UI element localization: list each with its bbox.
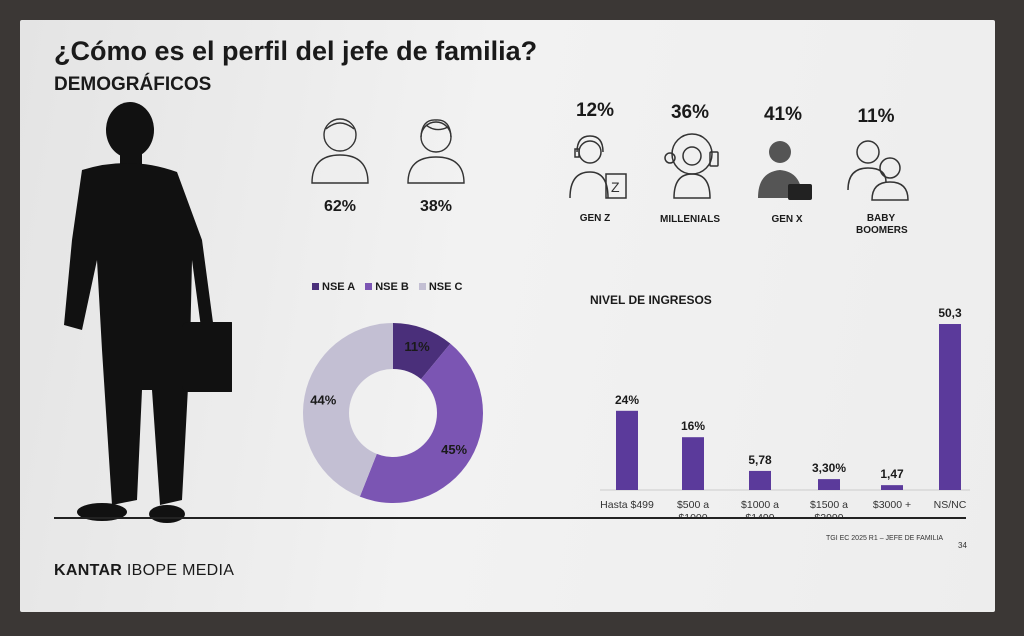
legend-label: NSE A — [322, 281, 356, 293]
female-percent: 38% — [419, 198, 453, 215]
bar-category-label: NS/NC — [934, 499, 967, 511]
source-note: TGI EC 2025 R1 – JEFE DE FAMILIA — [826, 535, 944, 542]
legend-swatch — [365, 283, 373, 290]
legend-label: NSE B — [375, 281, 409, 293]
income-chart-title: NIVEL DE INGRESOS — [590, 293, 712, 307]
bar-category-label: $1000 a — [741, 499, 779, 511]
legend-swatch — [312, 283, 319, 290]
legend-label: NSE C — [428, 281, 463, 293]
legend-item-nse-a: NSE A — [312, 281, 355, 293]
donut-data-label: 44% — [310, 393, 336, 408]
donut-slice-nse-c — [302, 323, 393, 497]
legend-item-nse-b: NSE B — [365, 281, 409, 293]
bar-value-label: 24% — [615, 393, 639, 407]
male-percent: 62% — [323, 198, 357, 215]
donut-slice-nse-a — [393, 323, 451, 380]
footer-divider — [54, 517, 966, 519]
donut-data-label: 45% — [441, 442, 467, 457]
donut-data-label: 11% — [404, 339, 430, 354]
bar-category-label: $500 a — [677, 499, 709, 511]
millenial-person-icon — [664, 133, 719, 199]
baby-boomers-icon — [847, 140, 909, 201]
gen-x-person-icon — [758, 141, 812, 200]
female-icon — [407, 119, 465, 184]
bar-value-label: 16% — [681, 419, 705, 433]
bar-category-label: $1499 — [745, 512, 774, 518]
section-subtitle: DEMOGRÁFICOS — [54, 74, 212, 95]
income-bar — [749, 470, 771, 490]
svg-text:Z: Z — [611, 179, 620, 195]
bar-value-label: 50,3 — [938, 306, 962, 320]
brand-logo: KANTAR IBOPE MEDIA — [54, 562, 234, 580]
slide-title: ¿Cómo es el perfil del jefe de familia? — [54, 36, 538, 66]
man-silhouette-icon — [64, 102, 232, 523]
brand-kantar: KANTAR — [54, 562, 123, 579]
bar-category-label: $1000 — [678, 512, 707, 518]
gen-x-label: GEN X — [771, 214, 803, 225]
gen-z-label: GEN Z — [579, 213, 611, 224]
gen-x-percent: 41% — [763, 104, 803, 125]
male-icon — [311, 118, 369, 184]
bar-value-label: 1,47 — [880, 467, 904, 481]
baby-boomers-percent: 11% — [857, 106, 895, 127]
brand-ibope: IBOPE MEDIA — [126, 562, 235, 579]
slide: ¿Cómo es el perfil del jefe de familia? … — [20, 20, 995, 612]
millenials-label: MILLENIALS — [660, 214, 720, 225]
gen-z-person-icon: Z — [569, 135, 627, 199]
donut-legend: NSE A NSE B NSE C — [312, 281, 462, 293]
income-bar — [881, 485, 903, 490]
page-number: 34 — [958, 541, 967, 550]
bar-category-label: $2999 — [814, 512, 843, 518]
income-bar — [616, 410, 638, 490]
bar-category-label: Hasta $499 — [600, 499, 654, 511]
legend-swatch — [418, 283, 426, 290]
bar-value-label: 5,78 — [748, 453, 772, 467]
bar-value-label: 3,30% — [812, 461, 846, 475]
gen-z-percent: 12% — [575, 100, 615, 121]
bar-category-label: $1500 a — [810, 499, 848, 511]
donut-slice-nse-b — [359, 343, 483, 503]
baby-boomers-label: BABY BOOMERS — [856, 213, 908, 236]
nse-donut-chart: 11% 45% 44% — [302, 323, 483, 503]
bar-category-label: $3000 + — [873, 499, 911, 511]
income-bar — [682, 437, 704, 490]
income-bar — [939, 324, 961, 490]
income-bar — [818, 479, 840, 490]
legend-item-nse-c: NSE C — [418, 281, 463, 293]
millenials-percent: 36% — [670, 102, 710, 123]
